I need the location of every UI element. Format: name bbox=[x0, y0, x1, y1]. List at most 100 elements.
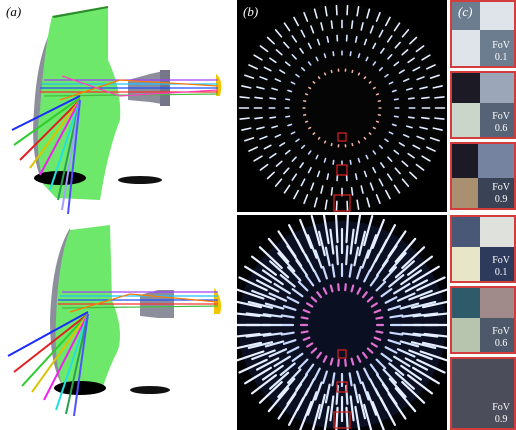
psf-spot bbox=[262, 332, 283, 337]
psf-spot bbox=[406, 374, 434, 395]
psf-spot bbox=[358, 393, 367, 420]
psf-grid-top bbox=[238, 4, 446, 212]
psf-spot bbox=[239, 117, 250, 120]
psf-spot bbox=[357, 53, 361, 59]
psf-spot bbox=[331, 263, 336, 278]
psf-spot bbox=[241, 85, 252, 89]
psf-spot bbox=[307, 42, 312, 50]
psf-spot bbox=[394, 387, 417, 413]
psf-spot bbox=[393, 22, 401, 32]
psf-spot bbox=[415, 163, 425, 171]
psf-spot bbox=[416, 76, 425, 81]
psf-spot bbox=[344, 283, 347, 292]
psf-spot bbox=[372, 86, 376, 90]
psf-spot bbox=[393, 355, 411, 368]
psf-spot bbox=[313, 367, 321, 381]
psf-spot bbox=[316, 291, 323, 299]
psf-spot bbox=[373, 309, 382, 314]
psf-spot bbox=[384, 73, 389, 78]
psf-spot bbox=[410, 300, 437, 309]
psf-spot bbox=[387, 339, 402, 345]
psf-spot bbox=[363, 269, 371, 283]
psf-spot bbox=[313, 197, 318, 208]
psf-spot bbox=[398, 69, 405, 74]
psf-spot bbox=[389, 331, 404, 336]
psf-spot bbox=[250, 255, 278, 276]
psf-spot bbox=[335, 245, 339, 266]
psf-spot bbox=[311, 403, 321, 430]
psf-spot bbox=[406, 87, 413, 91]
psf-spot bbox=[286, 296, 300, 304]
psf-spot bbox=[366, 347, 374, 354]
psf-spot bbox=[363, 170, 368, 178]
psf-spot bbox=[237, 350, 265, 362]
psf-spot bbox=[274, 134, 282, 138]
psf-spot bbox=[324, 383, 331, 404]
psf-spot bbox=[301, 144, 306, 149]
psf-spot bbox=[283, 22, 291, 32]
zoom-region-box bbox=[333, 194, 351, 212]
psf-spot bbox=[310, 182, 315, 191]
panel-a-label: (a) bbox=[6, 4, 22, 19]
psf-spot bbox=[291, 173, 298, 181]
psf-spot bbox=[329, 357, 334, 366]
psf-spot bbox=[322, 215, 330, 245]
psf-spot bbox=[250, 374, 278, 395]
psf-spot bbox=[357, 157, 361, 163]
psf-spot bbox=[357, 140, 361, 144]
psf-spot bbox=[363, 136, 367, 140]
psf-spot bbox=[287, 123, 293, 127]
psf-spot bbox=[283, 184, 291, 194]
psf-spot bbox=[290, 131, 296, 135]
psf-spot bbox=[314, 249, 323, 269]
psf-spot bbox=[323, 140, 327, 144]
psf-spot bbox=[254, 116, 263, 120]
psf-spot bbox=[337, 358, 340, 367]
psf-spot bbox=[361, 381, 370, 401]
psf-spot bbox=[306, 234, 318, 259]
psf-spot bbox=[280, 314, 295, 319]
psf-spot bbox=[271, 87, 278, 91]
psf-spot bbox=[421, 300, 447, 309]
zoom-region-box bbox=[336, 381, 348, 393]
psf-spot bbox=[274, 178, 283, 187]
psf-spot bbox=[310, 296, 318, 303]
psf-spot bbox=[384, 296, 398, 304]
psf-spot bbox=[410, 341, 437, 350]
psf-spot bbox=[314, 381, 323, 401]
psf-spot bbox=[306, 342, 314, 348]
psf-spot bbox=[375, 358, 387, 370]
psf-spot bbox=[426, 64, 436, 70]
psf-spot bbox=[312, 132, 316, 136]
psf-spot bbox=[363, 76, 367, 80]
psf-spot bbox=[237, 300, 263, 309]
psf-spot bbox=[372, 126, 376, 130]
psf-spot bbox=[259, 45, 269, 53]
psf-spot bbox=[285, 115, 291, 118]
psf-spot bbox=[293, 189, 300, 200]
psf-spot bbox=[407, 57, 415, 64]
psf-spot bbox=[238, 276, 268, 292]
psf-spot bbox=[399, 340, 420, 348]
psf-spot bbox=[277, 252, 296, 273]
psf-spot bbox=[297, 280, 309, 292]
psf-spot bbox=[416, 276, 446, 292]
psf-spot bbox=[308, 126, 312, 130]
psf-spot bbox=[284, 149, 291, 155]
fov-tile-top-1: FoV 0.1 bbox=[450, 0, 516, 68]
psf-spot bbox=[237, 312, 261, 318]
psf-spot bbox=[345, 245, 349, 266]
fov-caption: FoV 0.6 bbox=[492, 111, 510, 134]
psf-spot bbox=[241, 127, 252, 131]
psf-spot bbox=[237, 288, 265, 300]
psf-field-disk bbox=[238, 4, 446, 212]
psf-spot bbox=[356, 287, 362, 295]
psf-spot bbox=[287, 224, 305, 253]
psf-spot bbox=[387, 305, 402, 311]
psf-spot bbox=[264, 302, 285, 310]
psf-spot bbox=[387, 230, 407, 258]
psf-spot bbox=[380, 288, 393, 298]
psf-spot bbox=[269, 97, 277, 100]
psf-spot bbox=[379, 397, 397, 426]
psf-spot bbox=[275, 160, 283, 167]
